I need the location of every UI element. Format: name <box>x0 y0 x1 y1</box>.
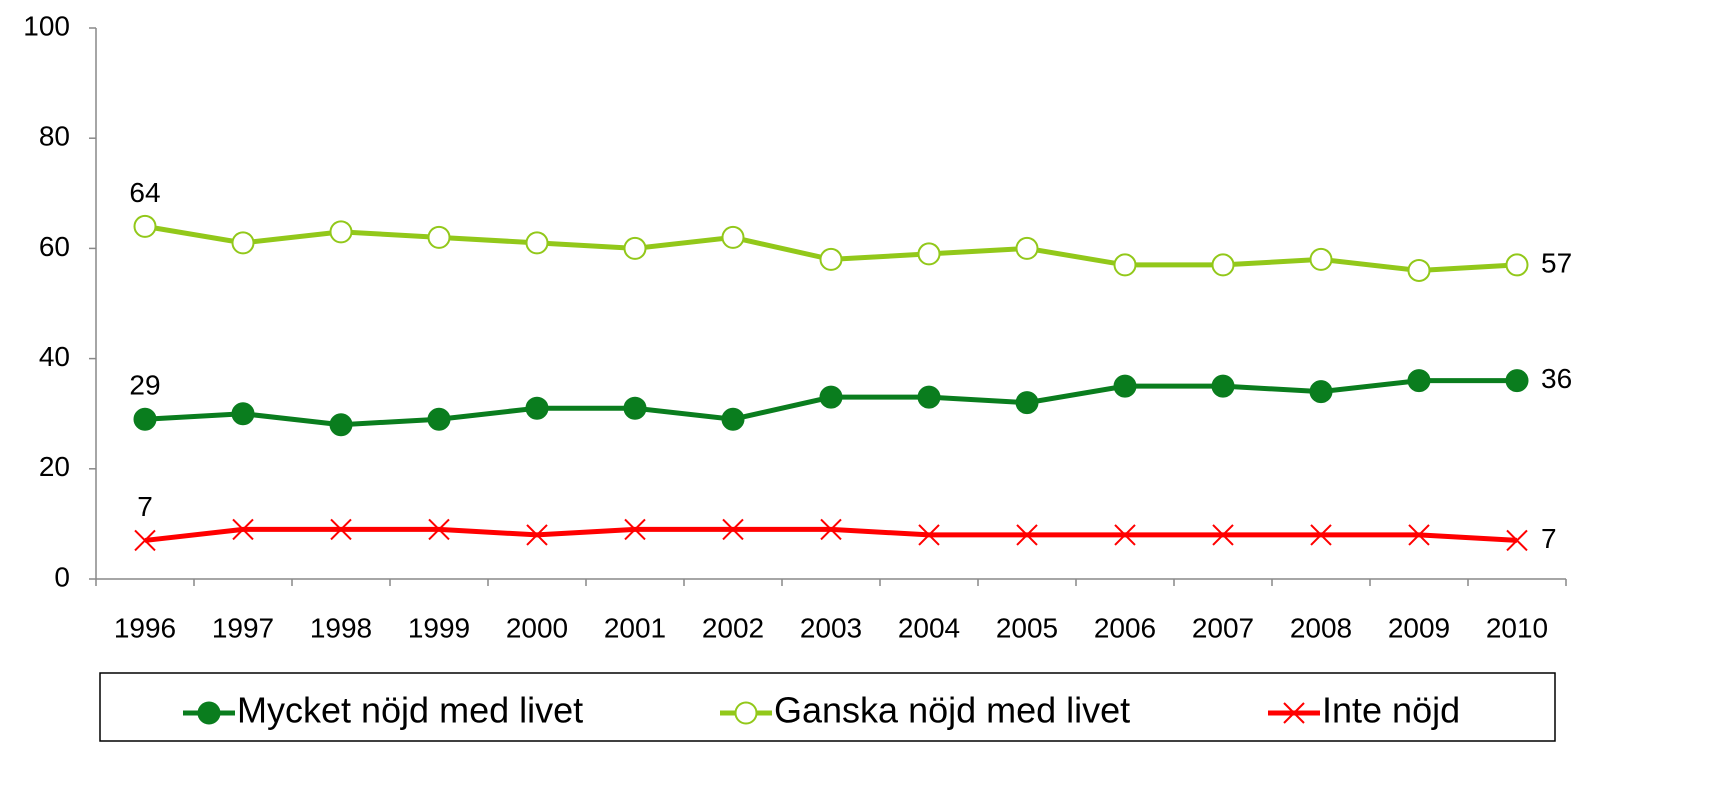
point-marker <box>721 407 745 431</box>
x-tick-label: 2004 <box>898 612 960 643</box>
point-marker <box>1407 258 1431 282</box>
y-tick-label: 60 <box>39 231 70 262</box>
legend-label: Inte nöjd <box>1322 690 1460 731</box>
point-marker <box>1505 369 1529 393</box>
point-marker <box>1113 374 1137 398</box>
x-tick-label: 2009 <box>1388 612 1450 643</box>
point-marker <box>525 231 549 255</box>
point-marker <box>917 385 941 409</box>
point-marker <box>819 247 843 271</box>
marker-stroke <box>918 524 940 546</box>
point-marker <box>1309 380 1333 404</box>
point-marker <box>819 385 843 409</box>
x-tick-label: 2000 <box>506 612 568 643</box>
marker-stroke <box>1506 529 1528 552</box>
point-marker <box>623 396 647 420</box>
x-tick-label: 2002 <box>702 612 764 643</box>
point-marker <box>1408 524 1430 546</box>
point-marker <box>329 413 353 437</box>
point-marker <box>329 220 353 244</box>
marker-stroke <box>428 518 450 541</box>
marker-stroke <box>820 518 842 541</box>
point-marker <box>428 518 450 541</box>
y-tick-label: 40 <box>39 341 70 372</box>
x-tick-label: 2007 <box>1192 612 1254 643</box>
point-marker <box>133 214 157 238</box>
x-tick-label: 2008 <box>1290 612 1352 643</box>
x-tick-label: 1997 <box>212 612 274 643</box>
data-label: 36 <box>1541 363 1572 394</box>
y-tick-label: 20 <box>39 451 70 482</box>
data-label: 7 <box>1541 523 1557 554</box>
x-tick-label: 2003 <box>800 612 862 643</box>
x-tick-label: 2006 <box>1094 612 1156 643</box>
point-marker <box>231 402 255 426</box>
point-marker <box>1211 374 1235 398</box>
x-tick-label: 2010 <box>1486 612 1548 643</box>
marker-stroke <box>1212 524 1234 546</box>
marker-stroke <box>330 518 352 541</box>
point-marker <box>427 225 451 249</box>
y-tick-label: 0 <box>54 561 70 592</box>
legend-label: Mycket nöjd med livet <box>237 690 583 731</box>
legend-marker <box>197 701 221 725</box>
point-marker <box>1015 236 1039 260</box>
point-marker <box>1505 253 1529 277</box>
point-marker <box>330 518 352 541</box>
point-marker <box>525 396 549 420</box>
data-label: 7 <box>137 491 153 522</box>
legend-marker <box>734 701 758 725</box>
x-tick-label: 2005 <box>996 612 1058 643</box>
point-marker <box>1211 253 1235 277</box>
marker-stroke <box>624 518 646 541</box>
legend-label: Ganska nöjd med livet <box>774 690 1130 731</box>
marker-stroke <box>1016 524 1038 546</box>
legend-marker <box>1283 702 1305 724</box>
point-marker <box>624 518 646 541</box>
point-marker <box>1407 369 1431 393</box>
marker-stroke <box>134 529 156 552</box>
marker-stroke <box>1283 702 1305 724</box>
point-marker <box>526 524 548 546</box>
point-marker <box>820 518 842 541</box>
x-tick-label: 1996 <box>114 612 176 643</box>
point-marker <box>1113 253 1137 277</box>
point-marker <box>917 242 941 266</box>
point-marker <box>722 518 744 541</box>
point-marker <box>1212 524 1234 546</box>
point-marker <box>231 231 255 255</box>
x-tick-label: 1998 <box>310 612 372 643</box>
point-marker <box>427 407 451 431</box>
point-marker <box>1114 524 1136 546</box>
legend-box <box>99 672 1556 742</box>
marker-stroke <box>1408 524 1430 546</box>
point-marker <box>623 236 647 260</box>
data-label: 57 <box>1541 247 1572 278</box>
point-marker <box>1016 524 1038 546</box>
x-tick-label: 2001 <box>604 612 666 643</box>
marker-stroke <box>232 518 254 541</box>
point-marker <box>1310 524 1332 546</box>
data-label: 64 <box>129 177 160 208</box>
point-marker <box>134 529 156 552</box>
point-marker <box>1015 391 1039 415</box>
point-marker <box>232 518 254 541</box>
point-marker <box>1506 529 1528 552</box>
data-label: 29 <box>129 370 160 401</box>
point-marker <box>133 407 157 431</box>
marker-stroke <box>1310 524 1332 546</box>
point-marker <box>1309 247 1333 271</box>
marker-stroke <box>722 518 744 541</box>
marker-stroke <box>1114 524 1136 546</box>
point-marker <box>721 225 745 249</box>
point-marker <box>918 524 940 546</box>
y-tick-label: 100 <box>23 10 70 41</box>
y-tick-label: 80 <box>39 121 70 152</box>
x-tick-label: 1999 <box>408 612 470 643</box>
marker-stroke <box>526 524 548 546</box>
